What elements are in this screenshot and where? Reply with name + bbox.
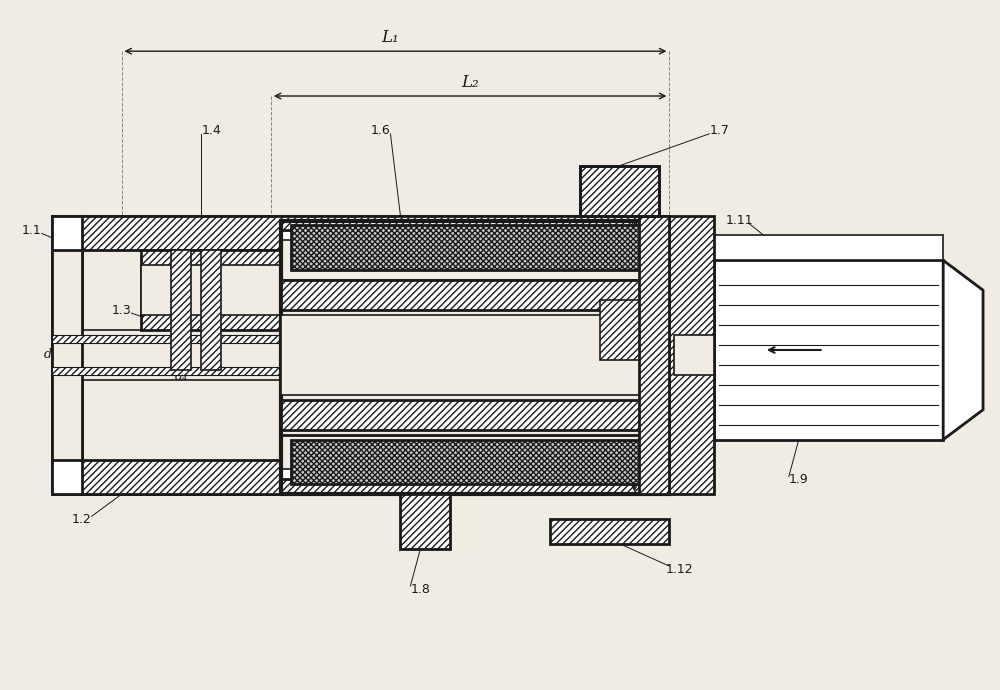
Text: 1.12: 1.12 bbox=[665, 562, 693, 575]
Polygon shape bbox=[943, 260, 983, 440]
Text: 1.10: 1.10 bbox=[875, 304, 902, 317]
Text: d₄: d₄ bbox=[175, 370, 188, 383]
Text: 1.1: 1.1 bbox=[22, 224, 42, 237]
Bar bbox=[600, 300, 639, 360]
Bar bbox=[141, 250, 281, 330]
Bar bbox=[82, 215, 669, 495]
Text: 1.8: 1.8 bbox=[410, 582, 430, 595]
Text: 1.3: 1.3 bbox=[112, 304, 131, 317]
Bar bbox=[291, 226, 659, 270]
Text: d₂: d₂ bbox=[470, 294, 483, 306]
Text: 1.4: 1.4 bbox=[201, 124, 221, 137]
Bar bbox=[281, 230, 669, 480]
Bar bbox=[580, 166, 659, 215]
Bar bbox=[714, 260, 943, 440]
Bar bbox=[52, 215, 82, 495]
Bar bbox=[281, 240, 669, 469]
Text: 1.9: 1.9 bbox=[789, 473, 809, 486]
Bar bbox=[281, 315, 649, 395]
Bar bbox=[171, 250, 191, 370]
Bar bbox=[141, 266, 281, 315]
Bar bbox=[639, 215, 669, 495]
Text: 1.11: 1.11 bbox=[725, 214, 753, 227]
Bar bbox=[281, 221, 669, 280]
Bar bbox=[281, 400, 649, 430]
Bar bbox=[714, 235, 943, 260]
Bar bbox=[400, 495, 450, 549]
Text: d₁: d₁ bbox=[44, 348, 57, 362]
Bar bbox=[550, 520, 669, 544]
Bar bbox=[52, 330, 649, 380]
Bar bbox=[580, 166, 659, 215]
Text: 1.6: 1.6 bbox=[371, 124, 390, 137]
Text: d₃: d₃ bbox=[543, 430, 556, 443]
Bar bbox=[52, 460, 669, 495]
Bar bbox=[281, 280, 649, 310]
Text: L₁: L₁ bbox=[382, 29, 399, 46]
Bar bbox=[52, 250, 82, 460]
Text: L₂: L₂ bbox=[461, 74, 479, 91]
Text: 1.5: 1.5 bbox=[809, 244, 829, 257]
Bar bbox=[52, 367, 649, 375]
Text: D₂: D₂ bbox=[475, 378, 490, 391]
Bar bbox=[291, 440, 659, 484]
Bar bbox=[201, 250, 221, 370]
Bar bbox=[52, 215, 669, 250]
Bar bbox=[52, 335, 649, 343]
Bar bbox=[281, 435, 669, 495]
Text: 1.7: 1.7 bbox=[709, 124, 729, 137]
Text: 1.2: 1.2 bbox=[72, 513, 92, 526]
Bar bbox=[281, 221, 669, 495]
Bar bbox=[669, 215, 714, 495]
Bar bbox=[674, 335, 714, 375]
Text: D₁: D₁ bbox=[641, 348, 656, 362]
